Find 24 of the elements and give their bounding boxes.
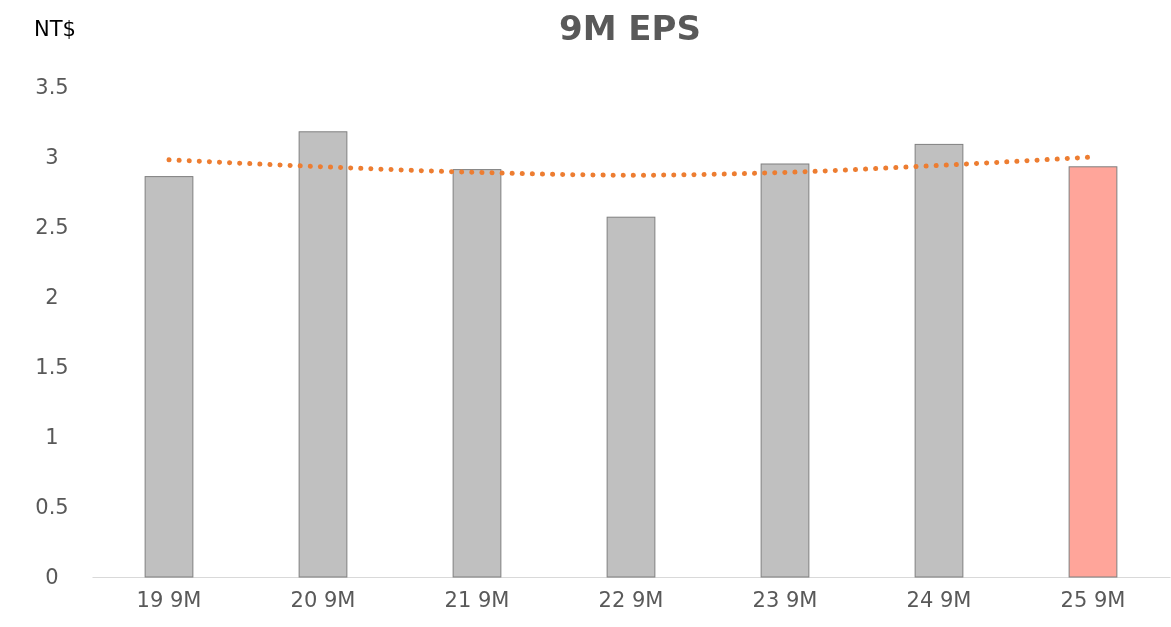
bar (1068, 166, 1118, 578)
y-tick-label: 3 (45, 145, 59, 170)
bar (760, 163, 810, 578)
x-tick-label: 24 9M (906, 588, 972, 613)
y-tick-label: 1.5 (35, 355, 69, 380)
bar (298, 131, 348, 578)
y-tick-label: 0 (45, 565, 59, 590)
x-tick-label: 23 9M (752, 588, 818, 613)
y-tick-label: 0.5 (35, 495, 69, 520)
x-tick-label: 20 9M (290, 588, 356, 613)
bar (914, 143, 964, 578)
bar (144, 176, 194, 578)
x-tick-label: 25 9M (1060, 588, 1126, 613)
y-tick-label: 2 (45, 285, 59, 310)
chart-title: 9M EPS (559, 8, 701, 48)
bar (452, 169, 502, 578)
y-tick-label: 1 (45, 425, 59, 450)
bar (606, 216, 656, 578)
y-axis-title: NT$ (34, 17, 76, 41)
x-tick-label: 21 9M (444, 588, 510, 613)
x-tick-label: 22 9M (598, 588, 664, 613)
y-tick-label: 3.5 (35, 75, 69, 100)
y-tick-label: 2.5 (35, 215, 69, 240)
x-tick-label: 19 9M (136, 588, 202, 613)
